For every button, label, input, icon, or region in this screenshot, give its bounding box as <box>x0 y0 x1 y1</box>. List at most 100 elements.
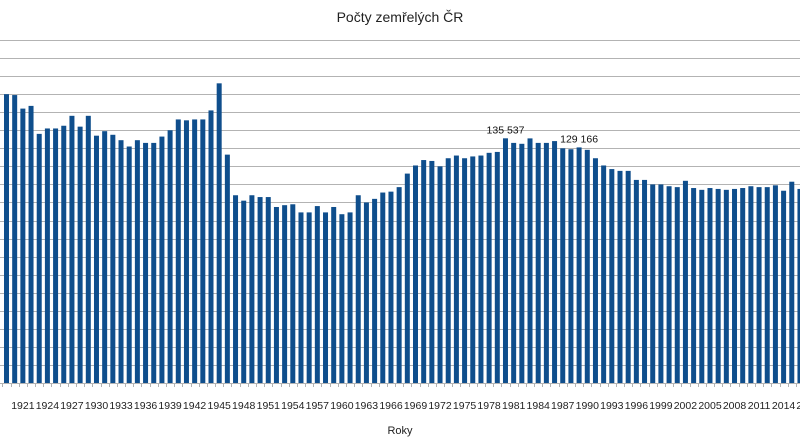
bar-1936 <box>143 142 149 383</box>
x-tick-label: 1936 <box>134 400 158 412</box>
bar-2004 <box>699 189 705 383</box>
bar-1937 <box>151 142 157 383</box>
bar-2002 <box>682 180 688 383</box>
bar-1956 <box>306 212 312 383</box>
bar-1919 <box>4 94 9 383</box>
bar-1961 <box>347 212 353 383</box>
bar-1971 <box>429 160 435 383</box>
bar-1995 <box>625 170 631 383</box>
bar-1928 <box>77 126 83 384</box>
bar-1920 <box>12 95 18 383</box>
bar-1987 <box>560 148 566 383</box>
x-tick-label: 1993 <box>600 400 624 412</box>
bar-1986 <box>552 141 558 383</box>
bar-1945 <box>216 83 222 383</box>
bar-1931 <box>102 131 108 383</box>
bar-1949 <box>249 195 255 383</box>
x-tick-label: 1969 <box>404 400 428 412</box>
bar-1921 <box>20 108 26 383</box>
x-tick-label: 2002 <box>674 400 698 412</box>
x-tick-label: 2011 <box>748 400 771 412</box>
bar-1923 <box>36 133 42 383</box>
bar-1963 <box>363 202 369 383</box>
bar-1960 <box>339 214 345 383</box>
bar-1926 <box>61 125 67 383</box>
x-tick-label: 1930 <box>85 400 109 412</box>
x-tick-label: 2014 <box>772 400 796 412</box>
bar-1942 <box>192 119 198 384</box>
bar-1965 <box>380 192 386 383</box>
bar-1955 <box>298 212 304 383</box>
data-labels: 135 537 129 166 <box>487 124 599 145</box>
bar-1993 <box>609 169 615 383</box>
x-tick-label: 1924 <box>36 400 60 412</box>
bar-1933 <box>118 140 124 383</box>
bar-1969 <box>413 165 418 383</box>
x-tick-label: 1990 <box>576 400 600 412</box>
data-label: 129 166 <box>560 133 598 145</box>
bar-1938 <box>159 136 165 383</box>
bar-1972 <box>437 166 443 383</box>
x-tick-label: 1987 <box>551 400 575 412</box>
bar-1999 <box>658 184 664 383</box>
bar-2006 <box>715 188 721 383</box>
bar-1922 <box>28 105 34 383</box>
bar-1990 <box>584 149 590 383</box>
x-tick-label: 1963 <box>355 400 379 412</box>
bar-1988 <box>568 149 574 383</box>
x-tick-label: 1972 <box>428 400 452 412</box>
x-tick-label: 1942 <box>183 400 207 412</box>
bar-1962 <box>355 195 361 383</box>
bar-2015 <box>789 181 795 383</box>
bar-1964 <box>372 198 378 383</box>
bar-2000 <box>666 186 672 383</box>
bar-1968 <box>404 173 410 383</box>
bar-2007 <box>723 189 729 383</box>
x-tick-label: 1957 <box>306 400 330 412</box>
bar-1950 <box>257 197 263 383</box>
x-tick-label: 1960 <box>330 400 354 412</box>
bar-1959 <box>331 206 337 383</box>
bar-1939 <box>167 130 173 383</box>
bar-1943 <box>200 119 206 384</box>
bar-1948 <box>241 200 247 383</box>
bar-2016 <box>797 188 800 383</box>
bar-1977 <box>478 155 484 383</box>
bar-1930 <box>93 135 99 383</box>
bar-1970 <box>421 160 427 383</box>
bar-1924 <box>44 128 50 383</box>
bar-1934 <box>126 146 132 383</box>
x-tick-label: 1945 <box>208 400 232 412</box>
bar-1981 <box>511 142 517 383</box>
bar-1974 <box>453 155 459 383</box>
x-tick-label: 1939 <box>158 400 182 412</box>
bar-1957 <box>314 206 320 383</box>
x-tick-label: 2008 <box>723 400 747 412</box>
bar-1927 <box>69 115 75 383</box>
x-tick-label: 1948 <box>232 400 256 412</box>
bar-1994 <box>617 170 623 383</box>
bar-1951 <box>265 197 271 383</box>
bar-1973 <box>445 158 451 383</box>
bar-1952 <box>273 206 279 383</box>
bar-2011 <box>756 187 762 383</box>
bar-1935 <box>134 140 140 383</box>
bar-1982 <box>519 143 525 383</box>
bar-2012 <box>764 187 770 383</box>
x-tick-label: 1921 <box>11 400 35 412</box>
bar-1989 <box>576 147 582 383</box>
bar-1985 <box>543 142 549 383</box>
bar-1966 <box>388 191 394 383</box>
x-tick-label: 1933 <box>109 400 133 412</box>
x-tick-label: 1951 <box>257 400 281 412</box>
x-tick-label: 2017 <box>796 400 800 412</box>
bar-2001 <box>674 187 680 383</box>
bar-1946 <box>224 154 230 383</box>
bar-1980 <box>502 138 508 383</box>
x-tick-label: 1978 <box>477 400 501 412</box>
bar-2003 <box>691 188 697 383</box>
bar-2014 <box>781 190 787 383</box>
bar-2008 <box>732 188 738 383</box>
bar-1940 <box>175 119 181 384</box>
